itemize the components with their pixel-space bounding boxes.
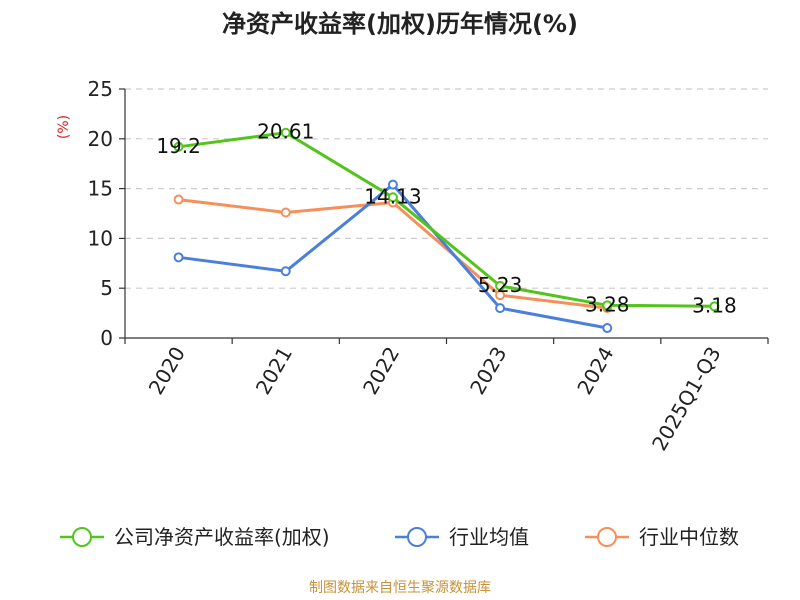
x-tick-label: 2020	[144, 343, 190, 399]
series-lines	[173, 127, 720, 334]
y-axis-label: (%)	[56, 115, 72, 139]
y-tick-label: 15	[88, 177, 113, 201]
data-point	[173, 141, 184, 152]
y-tick-label: 5	[100, 276, 113, 300]
x-tick-label: 2021	[251, 343, 297, 399]
data-point	[280, 127, 291, 138]
legend-label: 公司净资产收益率(加权)	[114, 525, 330, 549]
data-labels: 19.2 20.61 14.13 5.23 3.28 3.18	[156, 120, 736, 318]
data-point	[602, 323, 613, 334]
x-tick-label: 2022	[358, 343, 404, 399]
x-tick-label: 2024	[572, 343, 618, 399]
series-line	[178, 198, 608, 310]
legend: 公司净资产收益率(加权) 行业均值 行业中位数	[60, 525, 739, 549]
data-point	[709, 301, 720, 312]
legend-marker-circle	[72, 527, 92, 547]
legend-label: 行业中位数	[639, 525, 739, 549]
data-point	[173, 252, 184, 263]
y-tick-label: 0	[100, 326, 113, 350]
data-label: 5.23	[478, 273, 523, 297]
data-point	[387, 179, 398, 190]
data-label: 14.13	[364, 184, 421, 208]
y-tick-label: 25	[88, 77, 113, 101]
data-point	[495, 290, 506, 301]
data-point	[495, 303, 506, 314]
series-line	[178, 131, 715, 308]
data-point	[173, 194, 184, 205]
legend-label: 行业均值	[449, 525, 529, 549]
data-point	[280, 266, 291, 277]
x-tick-label: 2025Q1-Q3	[647, 343, 726, 455]
data-label: 3.28	[585, 292, 630, 316]
data-point	[495, 280, 506, 291]
data-label: 20.61	[257, 120, 314, 144]
data-point	[387, 192, 398, 203]
source-note: 制图数据来自恒生聚源数据库	[309, 580, 491, 596]
data-point	[602, 300, 613, 311]
y-tick-label: 20	[88, 127, 113, 151]
x-tick-label: 2023	[465, 343, 511, 399]
data-point	[280, 207, 291, 218]
grid-lines	[125, 88, 768, 289]
legend-marker-circle	[407, 527, 427, 547]
legend-marker-circle	[597, 527, 617, 547]
y-tick-label: 10	[88, 226, 113, 250]
chart-title: 净资产收益率(加权)历年情况(%)	[222, 10, 578, 38]
data-label: 19.2	[156, 134, 201, 158]
data-label: 3.18	[692, 293, 737, 317]
